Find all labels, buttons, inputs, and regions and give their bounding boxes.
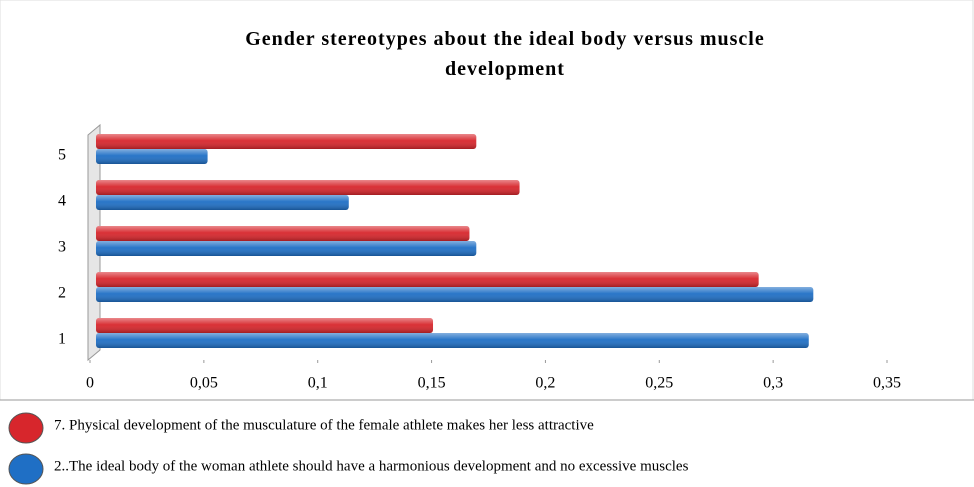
bar-shine xyxy=(96,180,520,195)
bar-shine xyxy=(96,134,477,149)
x-tick-label: 0,35 xyxy=(873,375,901,392)
y-tick-label: 4 xyxy=(58,193,66,210)
bar xyxy=(96,226,470,241)
bar xyxy=(96,333,809,348)
bar-shine xyxy=(96,318,434,333)
bar xyxy=(96,272,759,287)
y-tick-label: 1 xyxy=(58,331,66,348)
bar-shine xyxy=(96,333,809,348)
bar xyxy=(96,287,814,302)
legend-label: 7. Physical development of the musculatu… xyxy=(54,417,594,433)
bar xyxy=(96,195,349,210)
bar xyxy=(96,241,477,256)
legend-label: 2..The ideal body of the woman athlete s… xyxy=(54,458,689,474)
x-tick-label: 0,25 xyxy=(645,375,673,392)
bar-shine xyxy=(96,287,814,302)
bar-shine xyxy=(96,195,349,210)
y-tick-label: 5 xyxy=(58,147,66,164)
x-tick-label: 0,05 xyxy=(190,375,218,392)
x-tick-label: 0 xyxy=(86,375,94,392)
bar-shine xyxy=(96,149,208,164)
y-tick-label: 3 xyxy=(58,239,66,256)
bar xyxy=(96,134,477,149)
x-tick-label: 0,15 xyxy=(418,375,446,392)
x-tick-label: 0,3 xyxy=(763,375,783,392)
bar-shine xyxy=(96,226,470,241)
chart-title: Gender stereotypes about the ideal body … xyxy=(245,28,764,80)
x-tick-label: 0,2 xyxy=(535,375,555,392)
legend-swatch xyxy=(8,453,44,485)
bar-shine xyxy=(96,241,477,256)
bar-shine xyxy=(96,272,759,287)
title-line: Gender stereotypes about the ideal body … xyxy=(245,28,764,50)
x-tick-label: 0,1 xyxy=(308,375,328,392)
bar xyxy=(96,180,520,195)
bar xyxy=(96,149,208,164)
title-line: development xyxy=(445,58,565,80)
legend-swatch xyxy=(8,412,44,444)
y-tick-label: 2 xyxy=(58,285,66,302)
bar xyxy=(96,318,434,333)
